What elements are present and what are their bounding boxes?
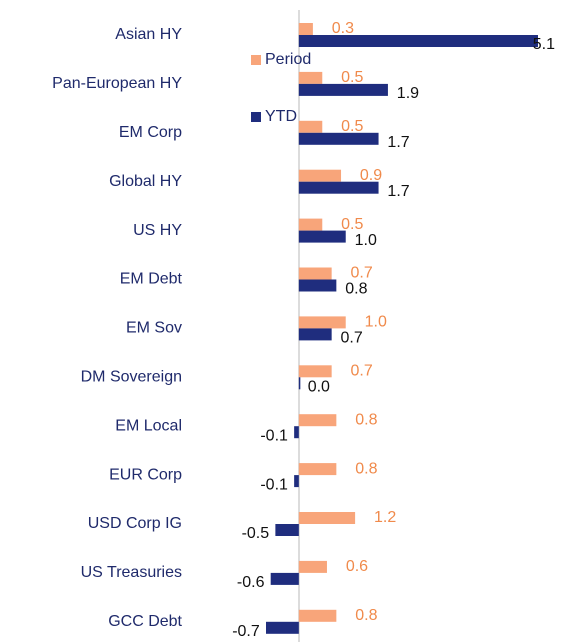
value-label: -0.7: [232, 623, 260, 640]
category-label: Asian HY: [115, 26, 182, 43]
bar: [266, 621, 299, 634]
value-label: 0.7: [351, 265, 373, 282]
category-label: Pan-European HY: [52, 75, 182, 92]
category-label: DM Sovereign: [81, 369, 182, 386]
value-label: 0.8: [355, 411, 377, 428]
value-label: 0.5: [341, 69, 363, 86]
value-label: 1.0: [365, 314, 387, 331]
bar: [298, 181, 379, 194]
value-label: 1.7: [387, 183, 409, 200]
bar: [298, 279, 337, 292]
bar: [294, 426, 299, 439]
legend-swatch: [251, 112, 261, 122]
category-label: US HY: [133, 222, 182, 239]
bar: [298, 560, 327, 573]
category-label: EUR Corp: [109, 466, 182, 483]
bar: [298, 35, 538, 47]
value-label: 5.1: [533, 36, 555, 53]
bar: [298, 316, 346, 329]
value-label: 0.6: [346, 558, 368, 575]
legend-label: YTD: [265, 108, 297, 125]
value-label: 1.9: [397, 85, 419, 102]
value-label: 0.3: [332, 20, 354, 37]
category-label: GCC Debt: [108, 613, 182, 630]
bar: [298, 230, 346, 243]
bar: [298, 609, 337, 622]
bar: [275, 524, 299, 536]
category-label: EM Local: [115, 417, 182, 434]
legend-swatch: [251, 55, 261, 65]
category-label: US Treasuries: [81, 564, 182, 581]
bar: [298, 512, 356, 524]
bar: [294, 475, 299, 488]
bar: [298, 414, 337, 427]
bar: [298, 169, 342, 182]
bar: [270, 572, 299, 585]
value-label: 1.7: [387, 134, 409, 151]
value-label: 0.0: [308, 379, 330, 396]
category-label: USD Corp IG: [88, 515, 182, 532]
value-label: 0.8: [345, 281, 367, 298]
legend-label: Period: [265, 51, 311, 68]
category-label: EM Sov: [126, 320, 182, 337]
category-label: Global HY: [109, 173, 182, 190]
bar: [298, 83, 388, 96]
value-label: 0.5: [341, 216, 363, 233]
value-label: -0.1: [260, 427, 288, 444]
bar: [298, 328, 332, 341]
bar: [298, 71, 323, 84]
value-label: -0.5: [242, 525, 270, 542]
value-label: 0.9: [360, 167, 382, 184]
value-label: 0.7: [351, 363, 373, 380]
bar: [298, 120, 323, 133]
value-label: 0.7: [341, 330, 363, 347]
bar: [298, 218, 323, 231]
value-label: 1.2: [374, 509, 396, 526]
bar: [298, 377, 301, 390]
value-label: 0.8: [355, 607, 377, 624]
value-label: -0.6: [237, 574, 265, 591]
value-label: 0.5: [341, 118, 363, 135]
bar: [298, 365, 332, 378]
bar: [298, 132, 379, 145]
value-label: 0.8: [355, 460, 377, 477]
category-label: EM Debt: [120, 271, 183, 288]
bar: [298, 267, 332, 280]
bar: [298, 23, 313, 35]
value-label: 1.0: [355, 232, 377, 249]
bar: [298, 463, 337, 476]
value-label: -0.1: [260, 476, 288, 493]
category-label: EM Corp: [119, 124, 182, 141]
